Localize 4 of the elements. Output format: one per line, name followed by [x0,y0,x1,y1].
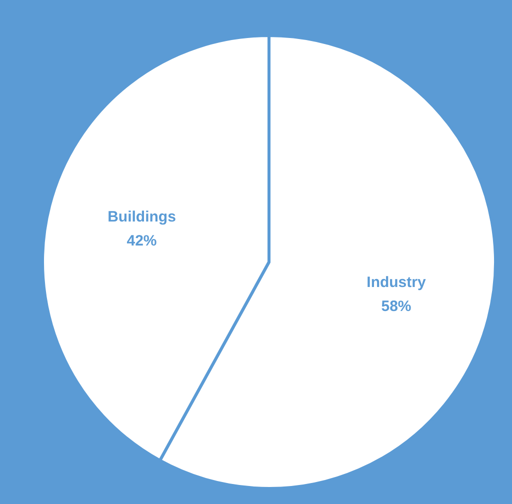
slice-label: Buildings [108,208,176,226]
slice-label: Industry [366,274,426,291]
data-label: 58% [381,298,412,315]
data-label: 42% [126,232,157,250]
